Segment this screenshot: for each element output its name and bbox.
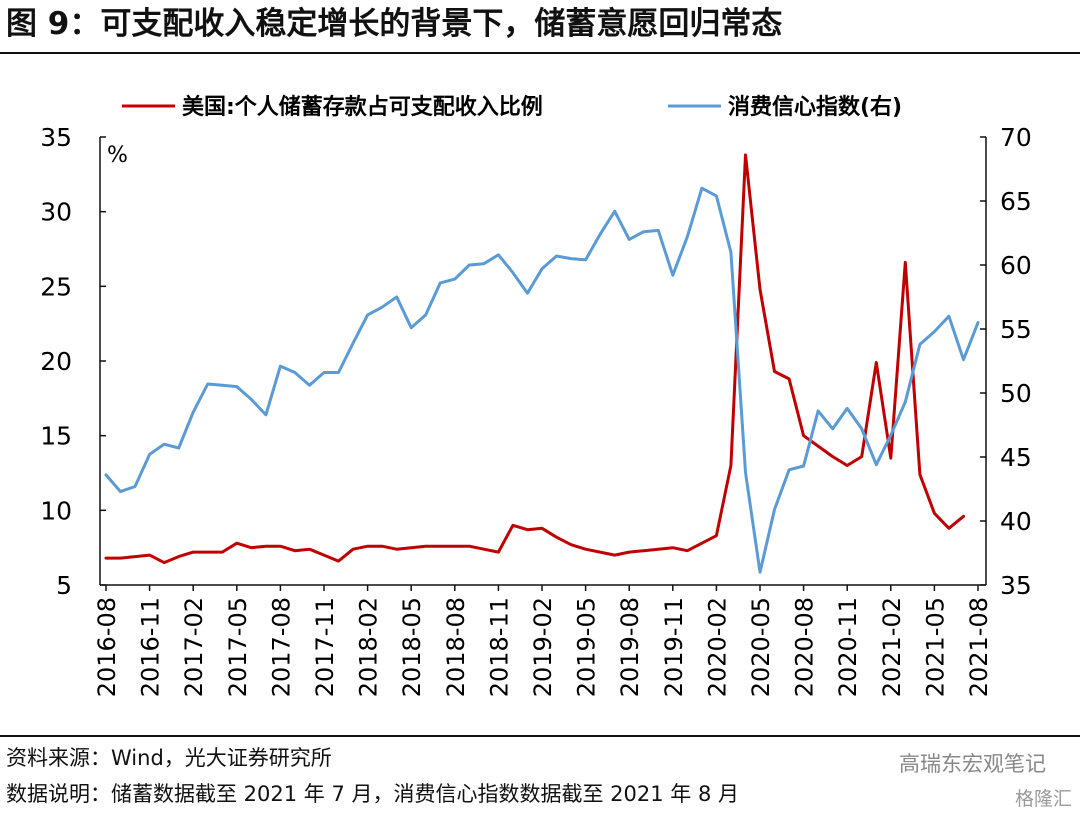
data-note: 数据说明：储蓄数据截至 2021 年 7 月，消费信心指数数据截至 2021 年… xyxy=(6,782,740,806)
series-line-confidence xyxy=(104,186,980,574)
left-tick-label: 15 xyxy=(40,422,72,451)
x-tick-label: 2016-08 xyxy=(93,597,121,697)
series-line-savings xyxy=(104,153,965,565)
x-tick-label: 2018-08 xyxy=(442,597,470,697)
x-tick-label: 2018-11 xyxy=(485,597,513,697)
right-tick-label: 45 xyxy=(1000,443,1032,472)
x-tick-label: 2017-08 xyxy=(267,597,295,697)
x-tick-label: 2020-05 xyxy=(747,597,775,697)
x-tick-label: 2016-11 xyxy=(137,597,165,697)
x-tick-label: 2020-08 xyxy=(791,597,819,697)
x-tick-label: 2021-08 xyxy=(965,597,993,697)
right-tick-label: 65 xyxy=(1000,187,1032,216)
x-tick-label: 2020-02 xyxy=(703,597,731,697)
left-tick-label: 5 xyxy=(56,571,72,600)
x-tick-label: 2019-11 xyxy=(660,597,688,697)
left-axis-ticks: 5 10 15 20 25 30 35 xyxy=(40,123,106,600)
x-tick-label: 2019-08 xyxy=(616,597,644,697)
right-tick-label: 35 xyxy=(1000,571,1032,600)
watermark-logo-text: 格隆汇 xyxy=(1014,788,1072,810)
chart: 美国:个人储蓄存款占可支配收入比例 消费信心指数(右) % 5 10 15 20 25 3… xyxy=(40,94,1032,697)
x-axis-ticks: 2016-08 2016-11 2017-02 2017-05 2017-08 2017-… xyxy=(93,585,993,697)
right-tick-label: 55 xyxy=(1000,315,1032,344)
right-tick-label: 70 xyxy=(1000,123,1032,152)
right-tick-label: 40 xyxy=(1000,507,1032,536)
right-tick-label: 50 xyxy=(1000,379,1032,408)
left-axis-unit: % xyxy=(107,143,128,168)
left-tick-label: 20 xyxy=(40,347,72,376)
left-tick-label: 30 xyxy=(40,198,72,227)
x-tick-label: 2017-02 xyxy=(180,597,208,697)
right-axis-ticks: 35 40 45 50 55 60 65 70 xyxy=(980,123,1032,600)
title-rule xyxy=(0,52,1080,54)
series-layer xyxy=(104,153,980,574)
source-note: 资料来源：Wind，光大证券研究所 xyxy=(6,746,332,770)
legend-label-confidence: 消费信心指数(右) xyxy=(728,94,902,120)
x-tick-label: 2018-02 xyxy=(355,597,383,697)
x-tick-label: 2019-05 xyxy=(573,597,601,697)
x-tick-label: 2017-05 xyxy=(224,597,252,697)
x-tick-label: 2017-11 xyxy=(311,597,339,697)
legend: 美国:个人储蓄存款占可支配收入比例 消费信心指数(右) xyxy=(122,94,902,120)
x-tick-label: 2019-02 xyxy=(529,597,557,697)
left-tick-label: 25 xyxy=(40,272,72,301)
x-tick-label: 2021-05 xyxy=(921,597,949,697)
x-tick-label: 2018-05 xyxy=(398,597,426,697)
right-tick-label: 60 xyxy=(1000,251,1032,280)
figure-title: 图 9：可支配收入稳定增长的背景下，储蓄意愿回归常态 xyxy=(6,6,783,42)
left-tick-label: 10 xyxy=(40,496,72,525)
axes xyxy=(99,137,987,586)
left-tick-label: 35 xyxy=(40,123,72,152)
x-tick-label: 2021-02 xyxy=(878,597,906,697)
watermark: 高瑞东宏观笔记 xyxy=(899,752,1046,776)
footer-rule xyxy=(0,735,1080,737)
x-tick-label: 2020-11 xyxy=(834,597,862,697)
legend-label-savings: 美国:个人储蓄存款占可支配收入比例 xyxy=(182,94,543,120)
